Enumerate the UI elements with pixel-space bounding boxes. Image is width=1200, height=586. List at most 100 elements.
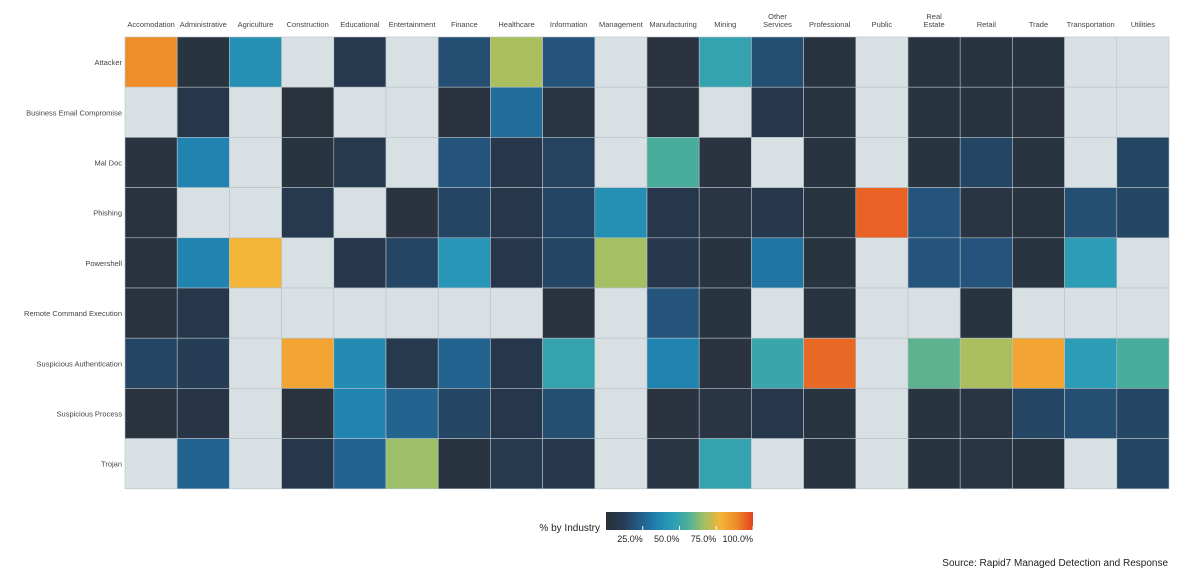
heatmap-cell — [698, 337, 752, 389]
heatmap-cell — [1064, 237, 1118, 289]
heatmap-cell — [751, 187, 804, 239]
heatmap-cell — [437, 237, 491, 289]
heatmap-cell — [176, 287, 230, 339]
heatmap-cell — [490, 438, 543, 490]
column-label: Other Services — [763, 12, 792, 29]
heatmap-cell — [594, 438, 648, 490]
heatmap-cell — [124, 137, 178, 188]
row-label: Suspicious Authentication — [37, 359, 122, 368]
heatmap-cell — [229, 337, 282, 389]
heatmap-cell — [751, 86, 804, 138]
row-label: Remote Command Execution — [24, 309, 122, 318]
heatmap-cell — [124, 86, 178, 138]
heatmap-cell — [124, 337, 178, 389]
column-label: Information — [550, 20, 588, 29]
heatmap-cell — [281, 237, 335, 289]
heatmap-cell — [1012, 86, 1065, 138]
heatmap-cell — [1012, 287, 1065, 339]
heatmap-cell — [698, 438, 752, 490]
heatmap-cell — [646, 237, 700, 289]
heatmap-cell — [1012, 187, 1065, 239]
heatmap-cell — [124, 237, 178, 289]
heatmap-cell — [803, 438, 857, 490]
heatmap-cell — [646, 388, 700, 439]
heatmap-cell — [646, 438, 700, 490]
heatmap-cell — [281, 86, 335, 138]
heatmap-cell — [803, 337, 857, 389]
row-label: Powershell — [85, 259, 122, 268]
heatmap-cell — [803, 287, 857, 339]
column-label: Professional — [809, 20, 851, 29]
heatmap-cell — [646, 337, 700, 389]
heatmap-cell — [1116, 388, 1170, 439]
column-label: Management — [599, 20, 644, 29]
heatmap-cell — [959, 137, 1013, 188]
colorbar-tick-label: 50.0% — [654, 534, 680, 544]
heatmap-cell — [437, 287, 491, 339]
column-label: Transportation — [1067, 20, 1115, 29]
heatmap-cell — [855, 388, 909, 439]
heatmap-cell — [281, 438, 335, 490]
heatmap-cell — [1012, 388, 1065, 439]
heatmap-cell — [803, 388, 857, 439]
heatmap-cell — [542, 287, 596, 339]
heatmap-cell — [385, 86, 439, 138]
heatmap-cell — [1116, 137, 1170, 188]
heatmap-cell — [594, 86, 648, 138]
heatmap-cell — [176, 137, 230, 188]
heatmap-cell — [229, 438, 282, 490]
heatmap-cell — [751, 137, 804, 188]
heatmap-cell — [490, 36, 543, 88]
heatmap-cell — [1012, 337, 1065, 389]
heatmap-cell — [907, 137, 961, 188]
heatmap-cell — [907, 237, 961, 289]
column-label: Mining — [714, 20, 736, 29]
heatmap-cell — [698, 187, 752, 239]
heatmap-cell — [594, 287, 648, 339]
column-label: Trade — [1029, 20, 1048, 29]
heatmap-cell — [542, 86, 596, 138]
heatmap-cell — [1116, 86, 1170, 138]
heatmap-cell — [333, 187, 387, 239]
heatmap-cell — [333, 337, 387, 389]
heatmap-cell — [751, 337, 804, 389]
heatmap-cell — [803, 36, 857, 88]
heatmap-cell — [281, 36, 335, 88]
heatmap-cell — [751, 36, 804, 88]
heatmap-cell — [542, 187, 596, 239]
heatmap-cell — [124, 287, 178, 339]
heatmap-cell — [437, 36, 491, 88]
heatmap-cell — [229, 187, 282, 239]
heatmap-cell — [333, 438, 387, 490]
heatmap-cell — [1012, 137, 1065, 188]
heatmap-cell — [385, 36, 439, 88]
heatmap-cell — [1064, 287, 1118, 339]
heatmap-cell — [542, 388, 596, 439]
column-label: Administrative — [180, 20, 227, 29]
colorbar — [606, 512, 753, 530]
heatmap-cell — [1116, 337, 1170, 389]
heatmap-cell — [385, 187, 439, 239]
heatmap-cell — [855, 86, 909, 138]
column-label: Manufacturing — [649, 20, 697, 29]
colorbar-tick-label: 100.0% — [722, 534, 753, 544]
heatmap-cell — [1116, 187, 1170, 239]
heatmap-cell — [385, 438, 439, 490]
heatmap-cell — [1116, 287, 1170, 339]
heatmap-cell — [698, 137, 752, 188]
heatmap-cell — [803, 237, 857, 289]
heatmap-cell — [542, 438, 596, 490]
colorbar-tick-label: 75.0% — [691, 534, 717, 544]
heatmap-cell — [333, 86, 387, 138]
heatmap-cell — [803, 137, 857, 188]
heatmap-cell — [646, 36, 700, 88]
heatmap-cell — [176, 86, 230, 138]
column-label: Construction — [287, 20, 329, 29]
row-label: Suspicious Process — [57, 410, 123, 419]
heatmap-cell — [1064, 337, 1118, 389]
heatmap-cell — [124, 36, 178, 88]
heatmap-cell — [907, 187, 961, 239]
heatmap-cell — [698, 237, 752, 289]
heatmap-cell — [1064, 187, 1118, 239]
heatmap-cell — [333, 388, 387, 439]
